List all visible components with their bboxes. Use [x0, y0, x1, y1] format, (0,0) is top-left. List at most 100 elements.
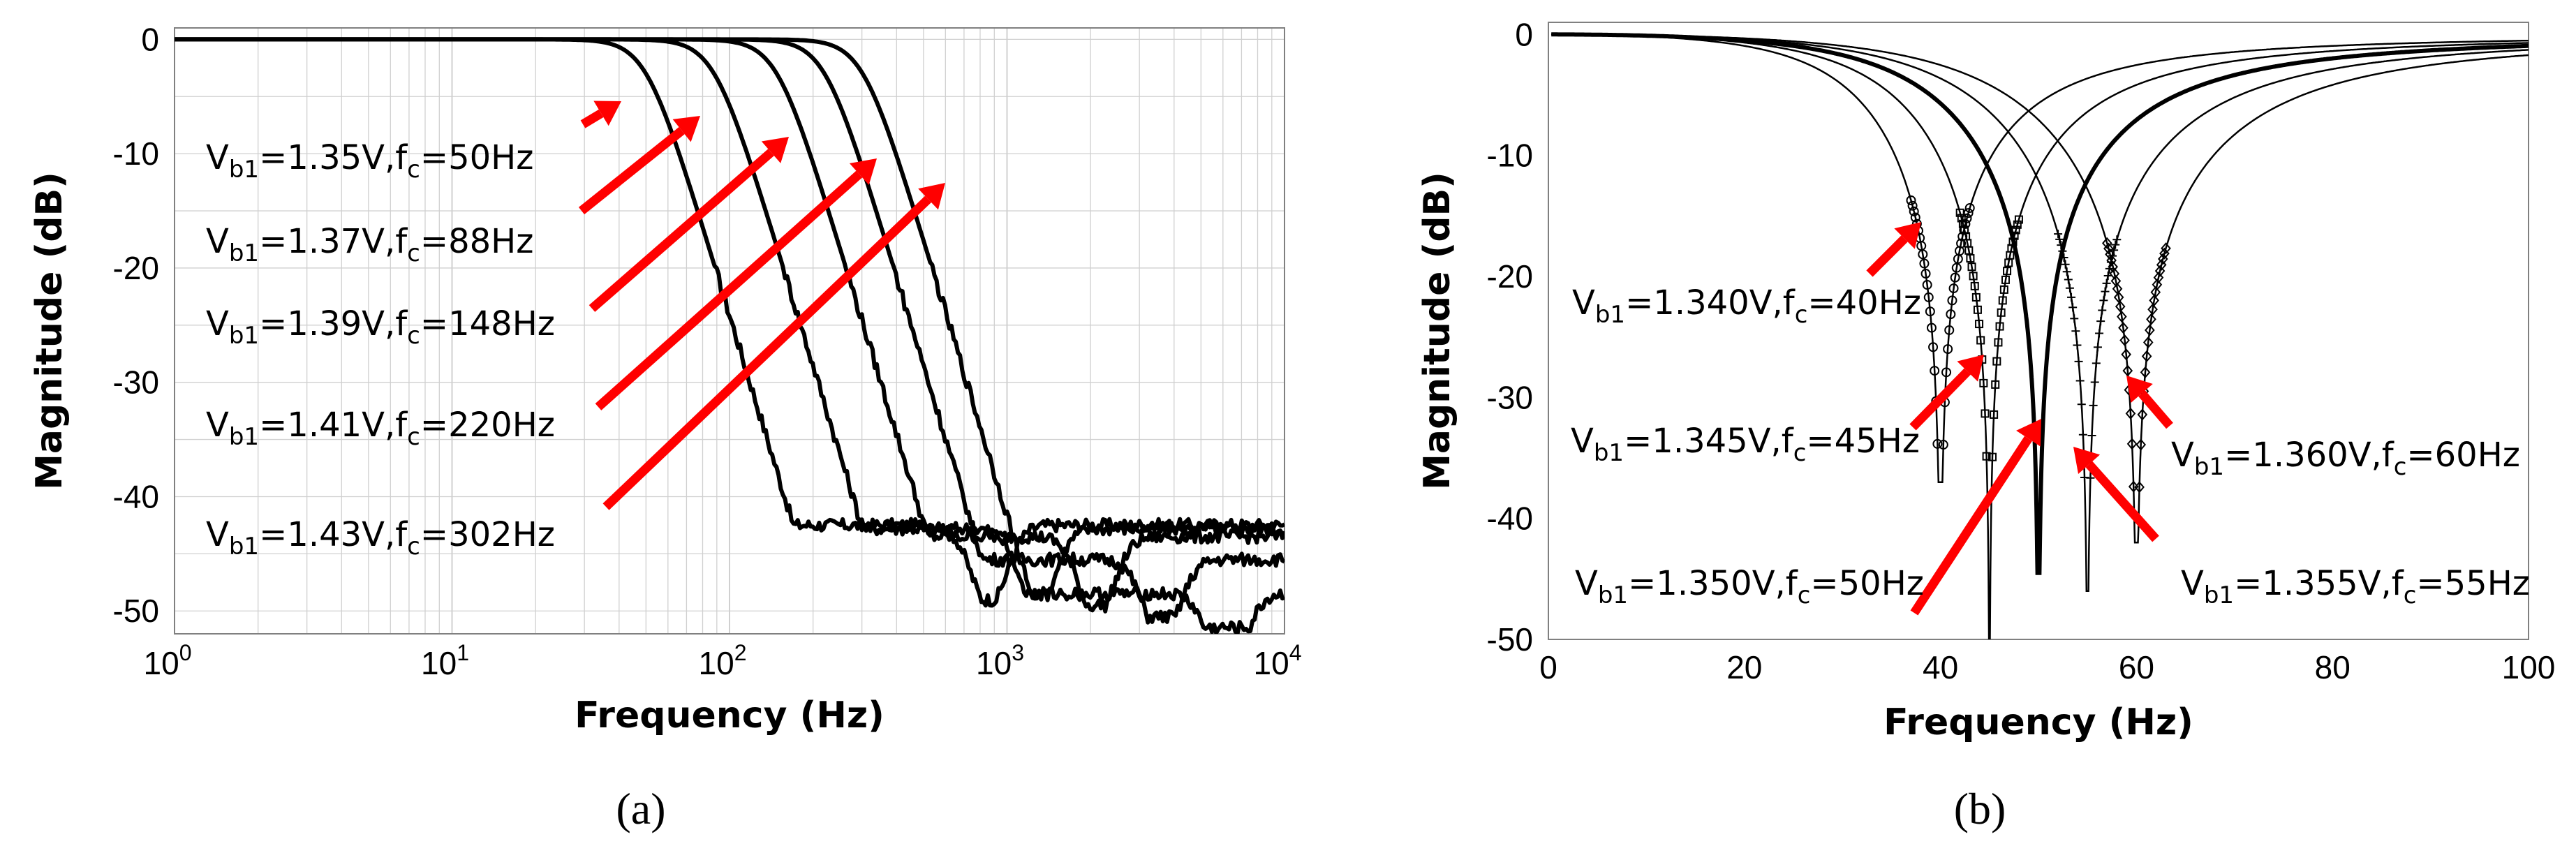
series-marker [1932, 438, 1943, 449]
arrow-head [1894, 222, 1921, 249]
arrow-head [918, 183, 945, 210]
series-marker [1925, 306, 1935, 317]
x-tick-label: 60 [2119, 649, 2154, 685]
series-marker [2105, 248, 2115, 260]
series-marker [1981, 409, 1990, 418]
x-tick-label: 80 [2315, 649, 2351, 685]
y-tick-label: -30 [1487, 379, 1533, 415]
series-marker [2093, 343, 2102, 352]
series-marker [1967, 262, 1976, 272]
chart-b-arrows [1866, 222, 2173, 616]
series-marker [2090, 378, 2099, 387]
series-marker [2102, 279, 2111, 288]
series-line [1551, 34, 2529, 592]
series-marker [1922, 280, 1932, 290]
series-marker [1958, 219, 1967, 228]
series-line [1551, 34, 2529, 483]
series-marker [2146, 313, 2156, 325]
series-marker [1971, 292, 1981, 302]
series-marker [2135, 438, 2147, 451]
chart-b-plot-frame [1548, 22, 2529, 640]
chart-b-xlabel: Frequency (Hz) [1883, 702, 2193, 743]
series-marker [2117, 311, 2127, 323]
series-marker [2140, 366, 2151, 378]
series-marker [1991, 380, 2000, 389]
series-marker [1906, 195, 1916, 206]
arrow-head [593, 101, 621, 126]
chart-b-panel-label: (b) [1954, 784, 2006, 833]
arrow-shaft [1910, 436, 2032, 616]
series-marker [2108, 260, 2119, 273]
chart-a-ylabel: Magnitude (dB) [29, 172, 71, 490]
series-marker [1948, 283, 1959, 294]
series-marker [1946, 309, 1956, 320]
chart-b-markers [1906, 195, 2171, 494]
series-marker [2011, 225, 2020, 235]
chart-a-xlabel: Frequency (Hz) [575, 695, 884, 736]
series-marker [2150, 286, 2161, 299]
series-marker [2064, 275, 2073, 284]
series-marker [1995, 322, 2004, 331]
y-tick-label: 0 [1515, 16, 1533, 52]
series-marker [2118, 322, 2129, 334]
arrow-head [1957, 355, 1984, 382]
series-marker [1998, 296, 2007, 305]
chart-b-tick-labels: 0 20 40 60 80 100 0 -10 -20 -30 -40 -50 [1487, 16, 2556, 685]
arrow-shaft [602, 195, 932, 510]
series-marker [1956, 238, 1967, 249]
series-marker [2054, 230, 2063, 239]
series-marker [2153, 272, 2164, 284]
series-annotation: Vb1=1.39V,fc=148Hz [206, 304, 555, 350]
series-marker [2119, 334, 2130, 347]
series-marker [1994, 338, 2003, 347]
chart-b-ylabel: Magnitude (dB) [1416, 172, 1458, 490]
series-line [1551, 32, 2529, 575]
series-marker [1941, 367, 1952, 378]
series-marker [1973, 305, 1982, 314]
series-marker [2134, 481, 2145, 494]
arrow-head [2073, 447, 2101, 475]
series-marker [2142, 336, 2154, 349]
series-marker [1964, 246, 1974, 255]
series-marker [1999, 285, 2008, 294]
series-marker [1938, 440, 1948, 450]
series-marker [1992, 357, 2001, 366]
series-marker [2125, 407, 2136, 420]
series-marker [2096, 317, 2105, 326]
series-marker [1990, 410, 1999, 419]
x-tick-label: 0 [1539, 649, 1557, 685]
y-tick-label: -50 [1487, 621, 1533, 658]
chart-b: 0 20 40 60 80 100 0 -10 -20 -30 -40 -50 Vb1=1.340V,… [1416, 16, 2555, 833]
series-marker [1919, 258, 1930, 269]
series-annotation: Vb1=1.37V,fc=88Hz [206, 222, 533, 267]
series-marker [2101, 287, 2110, 296]
chart-a-series [175, 37, 1285, 634]
x-tick-label: 100 [2502, 649, 2556, 685]
series-marker [1923, 292, 1934, 302]
series-marker [1910, 212, 1920, 223]
series-marker [2149, 294, 2159, 306]
series-marker [1957, 214, 1966, 223]
series-marker [2074, 357, 2083, 366]
series-marker [1970, 281, 1979, 290]
series-marker [1982, 452, 1991, 461]
series-marker [2071, 327, 2080, 336]
series-marker [2077, 400, 2086, 409]
x-tick-label: 100 [144, 640, 192, 681]
x-tick-label: 101 [421, 640, 469, 681]
arrow-shaft [580, 109, 604, 128]
series-marker [2103, 242, 2114, 255]
series-marker [1975, 320, 1984, 329]
series-annotation: Vb1=1.360V,fc=60Hz [2171, 436, 2520, 481]
series-marker [2152, 279, 2163, 291]
series-marker [2068, 303, 2078, 312]
series-marker [2092, 359, 2101, 368]
chart-a-annotations: Vb1=1.35V,fc=50Hz Vb1=1.37V,fc=88Hz Vb1=1.… [206, 138, 555, 561]
series-marker [2103, 271, 2112, 280]
series-marker [2067, 292, 2076, 302]
arrow-head [761, 137, 789, 163]
series-marker [2141, 350, 2152, 362]
chart-b-annotations: Vb1=1.340V,fc=40Hz Vb1=1.345V,fc=45Hz Vb1=… [1571, 283, 2530, 609]
series-marker [1976, 336, 1985, 345]
